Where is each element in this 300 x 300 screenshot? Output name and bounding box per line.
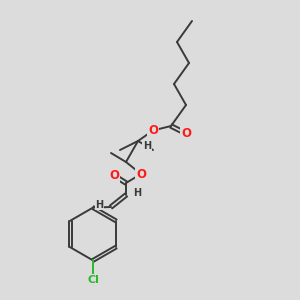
Text: H: H [133, 188, 142, 198]
Text: H: H [143, 141, 151, 152]
Text: O: O [148, 124, 158, 137]
Text: O: O [136, 167, 146, 181]
Text: H: H [95, 200, 104, 210]
Text: O: O [181, 127, 191, 140]
Text: Cl: Cl [87, 275, 99, 285]
Text: O: O [109, 169, 119, 182]
